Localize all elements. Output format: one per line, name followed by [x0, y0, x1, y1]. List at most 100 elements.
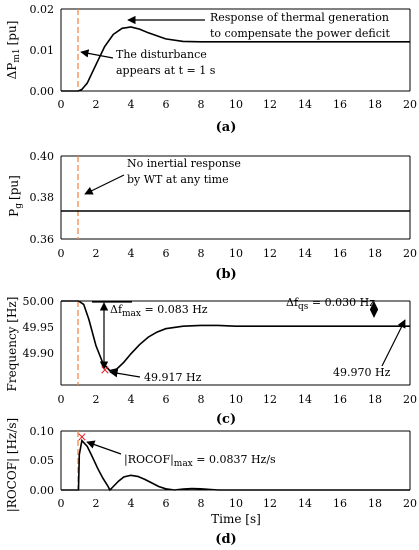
xtick-label: 6	[163, 393, 170, 406]
xtick-label: 2	[93, 393, 100, 406]
xtick-label: 18	[368, 247, 382, 260]
svg-text:to compensate the power defici: to compensate the power deficit	[210, 27, 390, 40]
ytick-label: 0.00	[30, 85, 55, 98]
xtick-label: 12	[263, 393, 277, 406]
dfqs-indicator: Δfqs = 0.030 Hz	[286, 296, 410, 318]
inertia-arrow	[84, 174, 125, 195]
panel-d-curve	[61, 438, 410, 492]
xtick-label: 14	[298, 98, 312, 111]
panel-c-caption: (c)	[216, 412, 236, 427]
xtick-label: 0	[58, 247, 65, 260]
xtick-label: 14	[298, 497, 312, 510]
xtick-label: 14	[298, 393, 312, 406]
ytick-label: 0.01	[30, 44, 55, 57]
svg-text:by WT at any time: by WT at any time	[127, 173, 229, 186]
xtick-label: 18	[368, 497, 382, 510]
rocof-arrow	[86, 440, 122, 455]
panel-c-xticks: 0 2 4 6 8 10 12 14 16 18 20	[58, 393, 418, 406]
panel-a: ΔPm1[pu] 0.02 0.01 0.00 0 2 4 6 8 10 12 …	[5, 3, 417, 135]
panel-c-yticks: 50.00 49.95 49.90	[23, 295, 55, 360]
panel-d-yticks: 0.10 0.05 0.00	[30, 425, 55, 497]
panel-d-caption: (d)	[215, 532, 236, 547]
xtick-label: 6	[163, 497, 170, 510]
svg-text:Response of thermal generation: Response of thermal generation	[210, 11, 389, 24]
dfmax-label: Δfmax = 0.083 Hz	[110, 303, 208, 319]
panel-b-caption: (b)	[215, 267, 236, 282]
panel-b-xticks: 0 2 4 6 8 10 12 14 16 18 20	[58, 247, 418, 260]
xtick-label: 20	[403, 497, 417, 510]
panel-d-xlabel: Time [s]	[211, 512, 261, 526]
min-marker-x: ×	[100, 363, 111, 378]
xtick-label: 4	[128, 497, 135, 510]
xtick-label: 2	[93, 98, 100, 111]
xtick-label: 12	[263, 497, 277, 510]
xtick-label: 0	[58, 98, 65, 111]
xtick-label: 8	[198, 98, 205, 111]
ytick-label: 0.10	[30, 425, 55, 438]
svg-text:No inertial response: No inertial response	[127, 157, 241, 170]
xtick-label: 20	[403, 393, 417, 406]
ytick-label: 0.05	[30, 454, 55, 467]
xtick-label: 16	[333, 393, 347, 406]
thermal-annotation: Response of thermal generation to compen…	[127, 11, 390, 40]
xtick-label: 10	[229, 247, 243, 260]
rocof-marker-x: ×	[77, 430, 88, 445]
xtick-label: 16	[333, 247, 347, 260]
xtick-label: 10	[229, 393, 243, 406]
ytick-label: 49.90	[23, 347, 55, 360]
svg-text:49.970 Hz: 49.970 Hz	[333, 366, 391, 379]
ytick-label: 0.36	[30, 233, 55, 246]
dfqs-label: Δfqs = 0.030 Hz	[286, 296, 375, 312]
xtick-label: 14	[298, 247, 312, 260]
qs-arrow	[381, 319, 406, 367]
panel-a-ylabel: ΔPm1[pu]	[5, 21, 22, 80]
xtick-label: 20	[403, 98, 417, 111]
minimum-marker: × 49.917 Hz	[100, 363, 202, 384]
ytick-label: 0.00	[30, 484, 55, 497]
rocof-marker: × |ROCOF|max = 0.0837 Hz/s	[77, 430, 277, 469]
ytick-label: 49.95	[23, 321, 55, 334]
panel-c-curve	[61, 300, 410, 372]
xtick-label: 16	[333, 98, 347, 111]
qs-annotation: 49.970 Hz	[333, 319, 406, 379]
panel-c: Frequency [Hz] 50.00 49.95 49.90 0 2 4 6…	[5, 295, 417, 427]
xtick-label: 18	[368, 393, 382, 406]
ytick-label: 0.02	[30, 3, 55, 16]
min-label: 49.917 Hz	[144, 371, 202, 384]
panel-d: |ROCOF| [Hz/s] 0.10 0.05 0.00 0 2 4 6 8 …	[5, 418, 417, 547]
xtick-label: 6	[163, 247, 170, 260]
panel-d-ylabel: |ROCOF| [Hz/s]	[5, 418, 19, 512]
dfmax-indicator: Δfmax = 0.083 Hz	[92, 301, 208, 370]
panel-b: Pg[pu] 0.40 0.38 0.36 0 2 4 6 8 10 12 14…	[7, 150, 417, 282]
inertia-annotation: No inertial response by WT at any time	[84, 157, 241, 195]
min-arrow	[109, 369, 141, 378]
panel-b-ylabel: Pg[pu]	[7, 175, 24, 217]
xtick-label: 0	[58, 393, 65, 406]
xtick-label: 8	[198, 497, 205, 510]
panel-a-xticks: 0 2 4 6 8 10 12 14 16 18 20	[58, 98, 418, 111]
svg-text:The disturbance: The disturbance	[116, 48, 207, 61]
panel-d-xticks: 0 2 4 6 8 10 12 14 16 18 20	[58, 497, 418, 510]
xtick-label: 10	[229, 98, 243, 111]
panel-a-yticks: 0.02 0.01 0.00	[30, 3, 55, 98]
ytick-label: 0.38	[30, 191, 55, 204]
xtick-label: 12	[263, 247, 277, 260]
xtick-label: 16	[333, 497, 347, 510]
disturbance-arrow	[80, 49, 114, 59]
xtick-label: 10	[229, 497, 243, 510]
xtick-label: 4	[128, 247, 135, 260]
xtick-label: 2	[93, 247, 100, 260]
rocof-label: |ROCOF|max = 0.0837 Hz/s	[124, 453, 276, 469]
disturbance-annotation: The disturbance appears at t = 1 s	[80, 48, 216, 77]
xtick-label: 12	[263, 98, 277, 111]
xtick-label: 8	[198, 247, 205, 260]
xtick-label: 0	[58, 497, 65, 510]
xtick-label: 20	[403, 247, 417, 260]
xtick-label: 6	[163, 98, 170, 111]
panel-a-caption: (a)	[216, 120, 237, 135]
panel-a-curve	[61, 26, 410, 92]
xtick-label: 8	[198, 393, 205, 406]
panel-b-yticks: 0.40 0.38 0.36	[30, 150, 55, 246]
xtick-label: 18	[368, 98, 382, 111]
